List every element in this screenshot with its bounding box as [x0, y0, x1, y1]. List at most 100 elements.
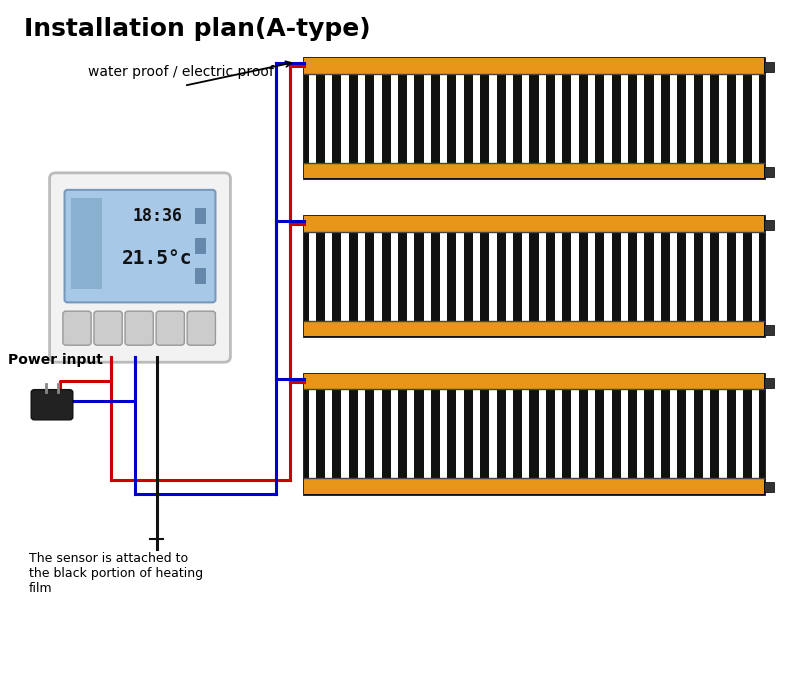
Bar [358, 74, 365, 163]
Bar [342, 390, 349, 478]
Bar [571, 232, 578, 320]
Bar [374, 74, 382, 163]
Bar [654, 232, 661, 320]
Bar [325, 74, 332, 163]
Bar [719, 74, 726, 163]
Bar [374, 390, 382, 478]
Bar [407, 390, 414, 478]
Bar [304, 374, 764, 494]
Bar [456, 74, 464, 163]
Bar [752, 74, 759, 163]
Bar [703, 74, 710, 163]
Text: Installation plan(A-type): Installation plan(A-type) [24, 17, 370, 41]
Bar [764, 482, 774, 493]
Bar [358, 232, 365, 320]
Bar [440, 232, 447, 320]
Bar [621, 74, 628, 163]
Bar [195, 237, 206, 254]
Bar [304, 58, 764, 74]
Bar [703, 390, 710, 478]
Bar [506, 232, 513, 320]
Bar [358, 390, 365, 478]
Bar [654, 390, 661, 478]
Bar [571, 390, 578, 478]
Bar [309, 390, 316, 478]
Text: Power input: Power input [8, 353, 103, 367]
Bar [440, 390, 447, 478]
Bar [390, 390, 398, 478]
Bar [304, 478, 764, 494]
Bar [309, 74, 316, 163]
Bar [374, 232, 382, 320]
Bar [764, 378, 774, 388]
Bar [764, 62, 774, 72]
Bar [304, 163, 764, 178]
Text: 18:36: 18:36 [132, 207, 182, 225]
Bar [604, 232, 612, 320]
Bar [764, 167, 774, 177]
Bar [736, 232, 743, 320]
Bar [304, 320, 764, 336]
Bar [522, 232, 530, 320]
Bar [304, 58, 764, 178]
Bar [686, 232, 694, 320]
Bar [342, 74, 349, 163]
FancyBboxPatch shape [156, 311, 184, 345]
Bar [604, 390, 612, 478]
Bar [736, 390, 743, 478]
Bar [752, 390, 759, 478]
FancyBboxPatch shape [31, 390, 73, 420]
Bar [325, 390, 332, 478]
Bar [309, 232, 316, 320]
Bar [473, 74, 480, 163]
FancyBboxPatch shape [94, 311, 122, 345]
Bar [304, 216, 764, 336]
Bar [555, 74, 562, 163]
Bar [764, 324, 774, 335]
Bar [440, 74, 447, 163]
Bar [506, 390, 513, 478]
Bar [456, 390, 464, 478]
Bar [670, 390, 678, 478]
Bar [195, 268, 206, 283]
Bar [490, 390, 497, 478]
Bar [654, 74, 661, 163]
Bar [719, 232, 726, 320]
Bar [637, 74, 645, 163]
Bar [670, 74, 678, 163]
Bar [195, 208, 206, 224]
Bar [588, 390, 595, 478]
Text: 21.5°c: 21.5°c [122, 250, 193, 268]
Bar [555, 232, 562, 320]
Bar [522, 74, 530, 163]
Bar [325, 232, 332, 320]
Bar [490, 232, 497, 320]
Bar [555, 390, 562, 478]
FancyBboxPatch shape [187, 311, 215, 345]
Bar [686, 74, 694, 163]
Text: water proof / electric proof: water proof / electric proof [88, 65, 274, 79]
Bar [506, 74, 513, 163]
Bar [621, 232, 628, 320]
Bar [752, 232, 759, 320]
Bar [522, 390, 530, 478]
FancyBboxPatch shape [50, 173, 230, 362]
FancyBboxPatch shape [125, 311, 154, 345]
Bar [407, 232, 414, 320]
Bar [686, 390, 694, 478]
Bar [538, 232, 546, 320]
Bar [304, 374, 764, 390]
Bar [637, 390, 645, 478]
Bar [719, 390, 726, 478]
Bar [736, 74, 743, 163]
Bar [342, 232, 349, 320]
FancyBboxPatch shape [65, 190, 215, 303]
Bar [571, 74, 578, 163]
Bar [456, 232, 464, 320]
Bar [423, 74, 431, 163]
Bar [423, 232, 431, 320]
Bar [538, 390, 546, 478]
Bar [423, 390, 431, 478]
Bar [764, 220, 774, 230]
Bar [588, 232, 595, 320]
